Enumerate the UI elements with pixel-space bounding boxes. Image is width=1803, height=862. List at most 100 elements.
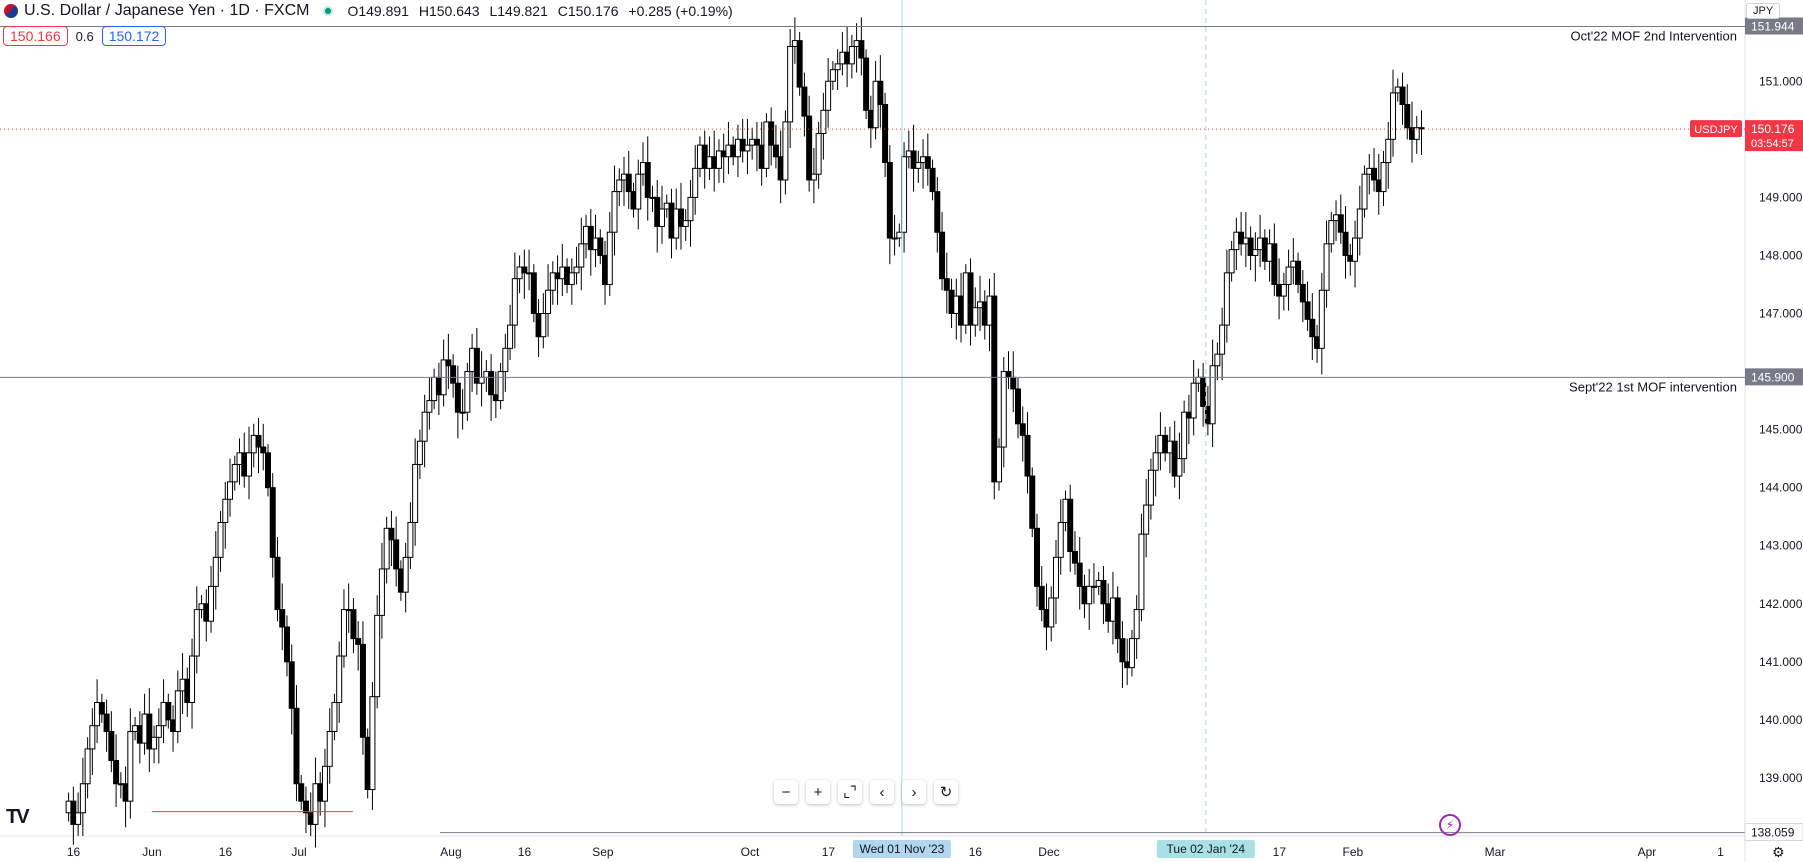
candle-body [445, 359, 452, 367]
candle-body [208, 585, 215, 622]
candle-body [393, 539, 400, 570]
candle-body [806, 115, 813, 181]
candle-body [1304, 301, 1311, 320]
candle-body [212, 556, 219, 587]
y-tick-label: 143.000 [1759, 539, 1803, 553]
candle-body [1143, 504, 1150, 535]
candle-body [996, 446, 1003, 483]
reset-scale-button[interactable]: ⌞⌝ [838, 780, 862, 804]
candle-body [611, 191, 618, 233]
candle-body [829, 69, 836, 82]
candle-body [1200, 376, 1207, 407]
candle-body [454, 382, 461, 413]
level-price-label: 145.900 [1751, 370, 1795, 384]
candle-body [1318, 289, 1325, 349]
sell-button[interactable]: 150.166 [3, 26, 68, 46]
candle-body [568, 272, 575, 285]
candle-body [530, 272, 537, 315]
candle-body [412, 463, 419, 524]
candle-body [246, 452, 253, 477]
candle-body [540, 313, 547, 338]
candle-body [155, 725, 162, 738]
x-tick-label: 1 [1717, 845, 1724, 859]
candle-body [910, 150, 917, 169]
crosshair-date-label: Wed 01 Nov '23 [860, 842, 945, 856]
x-tick-label: Feb [1343, 845, 1364, 859]
candle-body [383, 527, 390, 570]
candle-body [1342, 231, 1349, 256]
candle-body [801, 86, 808, 117]
gear-icon[interactable]: ⚙ [1772, 844, 1785, 860]
candle-body [165, 701, 172, 721]
candle-body [549, 272, 556, 291]
candle-body [502, 347, 509, 373]
zoom-toolbar: − + ⌞⌝ ‹ › ↻ [774, 780, 958, 804]
candle-body [991, 295, 998, 483]
crosshair-date-box [852, 840, 951, 858]
x-tick-label: 17 [822, 845, 836, 859]
x-tick-label: Mar [1485, 845, 1506, 859]
candle-body [943, 278, 950, 291]
symbol-legend: U.S. Dollar / Japanese Yen · 1D · FXCM O… [4, 0, 739, 22]
candle-body [217, 522, 224, 558]
candle-body [896, 231, 903, 239]
candle-body [796, 40, 803, 88]
candle-body [1067, 498, 1074, 553]
scroll-right-button[interactable]: › [902, 780, 926, 804]
zoom-out-button[interactable]: − [774, 780, 798, 804]
candle-body [269, 487, 276, 558]
candle-body [658, 208, 665, 227]
level-annotation: Oct'22 MOF 2nd Intervention [1570, 28, 1737, 43]
candle-body [677, 208, 684, 227]
open-value: 149.891 [358, 3, 409, 19]
scroll-left-button[interactable]: ‹ [870, 780, 894, 804]
tradingview-logo[interactable]: TV [6, 806, 30, 828]
candle-body [369, 696, 376, 791]
candle-body [692, 167, 699, 198]
candle-body [578, 243, 585, 268]
candle-body [545, 289, 552, 314]
flash-icon[interactable]: ⚡ [1439, 814, 1461, 836]
high-label: H [418, 3, 429, 19]
candle-body [1361, 173, 1368, 210]
y-tick-label: 139.000 [1759, 771, 1803, 785]
candle-body [753, 138, 760, 146]
candle-body [426, 400, 433, 413]
candle-body [886, 162, 893, 239]
symbol-tag-label: USDJPY [1694, 124, 1738, 136]
candle-body [1029, 475, 1036, 529]
candle-body [1280, 283, 1287, 297]
candle-body [782, 121, 789, 181]
buy-button[interactable]: 150.172 [101, 26, 167, 46]
candle-body [1223, 272, 1230, 326]
x-tick-label: 16 [969, 845, 983, 859]
candle-body [1128, 638, 1135, 669]
zoom-in-button[interactable]: + [806, 780, 830, 804]
candle-body [1015, 388, 1022, 425]
reset-chart-button[interactable]: ↻ [934, 780, 958, 804]
candle-body [507, 324, 514, 349]
candle-body [231, 463, 238, 483]
symbol-title[interactable]: U.S. Dollar / Japanese Yen · 1D · FXCM [24, 2, 310, 19]
close-label: C [557, 3, 568, 19]
x-tick-label: Jun [142, 845, 161, 859]
candle-body [1385, 138, 1392, 164]
y-tick-label: 144.000 [1759, 481, 1803, 495]
candle-body [1038, 585, 1045, 611]
high-value: 150.643 [428, 3, 480, 19]
currency-label[interactable]: JPY [1746, 3, 1781, 19]
candle-body [288, 661, 295, 709]
candle-body [1371, 167, 1378, 181]
level-price-box [1745, 368, 1803, 386]
candle-body [407, 522, 414, 558]
candle-body [350, 609, 357, 640]
candle-body [573, 266, 580, 274]
candle-body [768, 121, 775, 146]
y-tick-label: 151.000 [1759, 74, 1803, 88]
candle-body [882, 104, 889, 164]
low-marker-box [1744, 823, 1803, 842]
candle-body [1010, 376, 1017, 390]
candle-body [478, 376, 485, 384]
y-tick-label: 148.000 [1759, 248, 1803, 262]
